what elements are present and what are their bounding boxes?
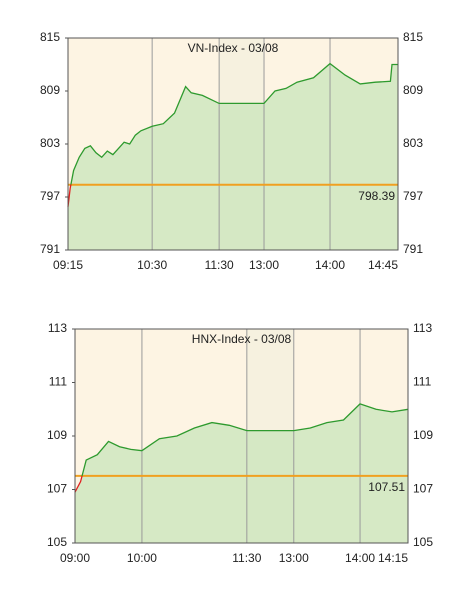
y-tick-label: 797: [40, 189, 60, 203]
x-tick-label: 14:45: [368, 258, 398, 272]
y-tick-label-right: 797: [403, 189, 423, 203]
x-tick-label: 13:00: [249, 258, 279, 272]
x-tick-label: 10:00: [127, 551, 157, 565]
y-tick-label: 113: [48, 321, 67, 335]
x-tick-label: 13:00: [279, 551, 309, 565]
chart-title: HNX-Index - 03/08: [192, 332, 292, 346]
y-tick-label-right: 815: [403, 30, 423, 44]
y-tick-label: 107: [47, 482, 67, 496]
line: [74, 403, 409, 493]
x-tick-label: 10:30: [137, 258, 167, 272]
area: [75, 403, 408, 543]
y-tick-label: 111: [49, 375, 68, 389]
y-tick-label-right: 111: [413, 375, 432, 389]
chart-title: VN-Index - 03/08: [188, 41, 279, 55]
reference-label: 107.51: [368, 480, 405, 494]
x-tick-label: 11:30: [205, 258, 234, 272]
y-tick-label-right: 809: [403, 83, 423, 97]
y-tick-label: 105: [47, 535, 67, 549]
reference-label: 798.39: [358, 189, 395, 203]
x-tick-label: 14:00: [315, 258, 345, 272]
x-tick-label: 14:15: [378, 551, 408, 565]
x-tick-label: 14:00: [345, 551, 375, 565]
y-tick-label: 109: [47, 428, 67, 442]
area: [68, 63, 398, 250]
y-tick-label-right: 803: [403, 136, 423, 150]
plot-border: [74, 328, 409, 544]
x-tick-label: 09:00: [60, 551, 90, 565]
y-tick-label: 815: [40, 30, 60, 44]
x-tick-label: 11:30: [232, 551, 261, 565]
y-tick-label-right: 107: [413, 482, 433, 496]
y-tick-label-right: 109: [413, 428, 433, 442]
y-tick-label-right: 791: [403, 242, 423, 256]
line: [67, 62, 398, 207]
plot-border: [67, 37, 399, 251]
y-tick-label-right: 113: [413, 321, 432, 335]
y-tick-label: 791: [40, 242, 60, 256]
y-tick-label: 809: [40, 83, 60, 97]
y-tick-label: 803: [40, 136, 60, 150]
x-tick-label: 09:15: [53, 258, 83, 272]
y-tick-label-right: 105: [413, 535, 433, 549]
